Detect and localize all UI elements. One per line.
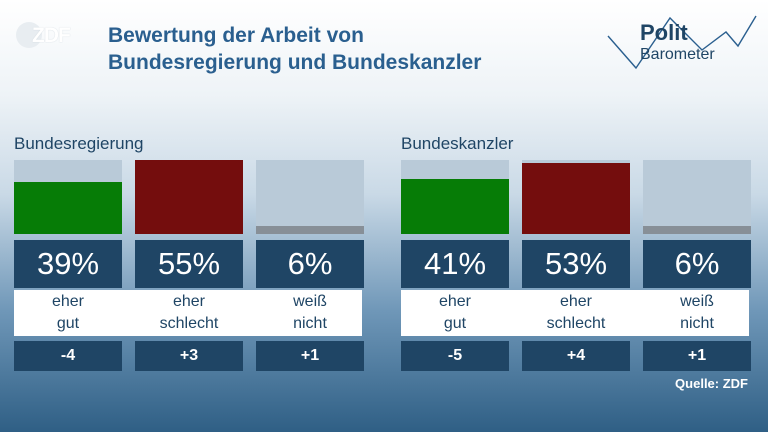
bar-background <box>256 160 364 234</box>
category-label-line: eher <box>172 293 206 310</box>
category-label-line: weiß <box>293 293 327 310</box>
source-note: Quelle: ZDF <box>675 376 748 391</box>
chart-title-line2: Bundesregierung und Bundeskanzler <box>108 51 482 74</box>
category-label-line: eher <box>559 293 593 310</box>
politbarometer-logo: Polit Barometer <box>598 10 758 74</box>
politbarometer-zigzag-icon <box>607 15 757 70</box>
zdf-logo-ring-icon <box>16 22 42 48</box>
bar-background <box>135 160 243 234</box>
category-label-line: nicht <box>293 315 327 332</box>
category-label-line: eher <box>51 293 85 310</box>
category-label: eher gut <box>14 291 122 335</box>
category-label: eher schlecht <box>522 291 630 335</box>
bar-eher-gut <box>401 179 509 234</box>
category-label-line: schlecht <box>546 315 606 332</box>
bar-background <box>14 160 122 234</box>
change-label: +3 <box>135 341 243 371</box>
category-label-line: weiß <box>680 293 714 310</box>
change-label: -5 <box>401 341 509 371</box>
zdf-logo: ZDF <box>14 22 78 50</box>
value-label: 6% <box>643 240 751 288</box>
value-label: 53% <box>522 240 630 288</box>
bar-eher-schlecht <box>135 160 243 234</box>
bar-weiss-nicht <box>643 226 751 234</box>
bar-weiss-nicht <box>256 226 364 234</box>
category-label: weiß nicht <box>643 291 751 335</box>
zdf-logo-text: ZDF <box>32 24 71 47</box>
politbarometer-word1: Polit <box>640 20 688 45</box>
group-title: Bundeskanzler <box>401 134 514 153</box>
category-label-line: eher <box>438 293 472 310</box>
change-label: +1 <box>643 341 751 371</box>
chart-title-line1: Bewertung der Arbeit von <box>108 24 364 47</box>
category-label-line: schlecht <box>159 315 219 332</box>
category-label: weiß nicht <box>256 291 364 335</box>
bar-background <box>643 160 751 234</box>
category-label-line: nicht <box>680 315 714 332</box>
category-label-line: gut <box>443 315 467 332</box>
chart-bundeskanzler: Bundeskanzler 41% eher gut -5 53% eher schlech… <box>401 0 751 432</box>
chart-bundesregierung: Bundesregierung 39% eher gut -4 55% eher schle… <box>14 0 364 432</box>
bar-eher-gut <box>14 182 122 234</box>
value-label: 55% <box>135 240 243 288</box>
change-label: +4 <box>522 341 630 371</box>
chart-title: Bewertung der Arbeit von Bundesregierung… <box>108 22 481 76</box>
bar-background <box>401 160 509 234</box>
label-strip <box>14 290 362 336</box>
category-label: eher gut <box>401 291 509 335</box>
label-strip <box>401 290 749 336</box>
value-label: 6% <box>256 240 364 288</box>
change-label: -4 <box>14 341 122 371</box>
politbarometer-word2: Barometer <box>640 46 715 63</box>
bar-background <box>522 160 630 234</box>
change-label: +1 <box>256 341 364 371</box>
value-label: 39% <box>14 240 122 288</box>
group-title: Bundesregierung <box>14 134 144 153</box>
category-label: eher schlecht <box>135 291 243 335</box>
category-label-line: gut <box>56 315 80 332</box>
value-label: 41% <box>401 240 509 288</box>
bar-eher-schlecht <box>522 163 630 234</box>
